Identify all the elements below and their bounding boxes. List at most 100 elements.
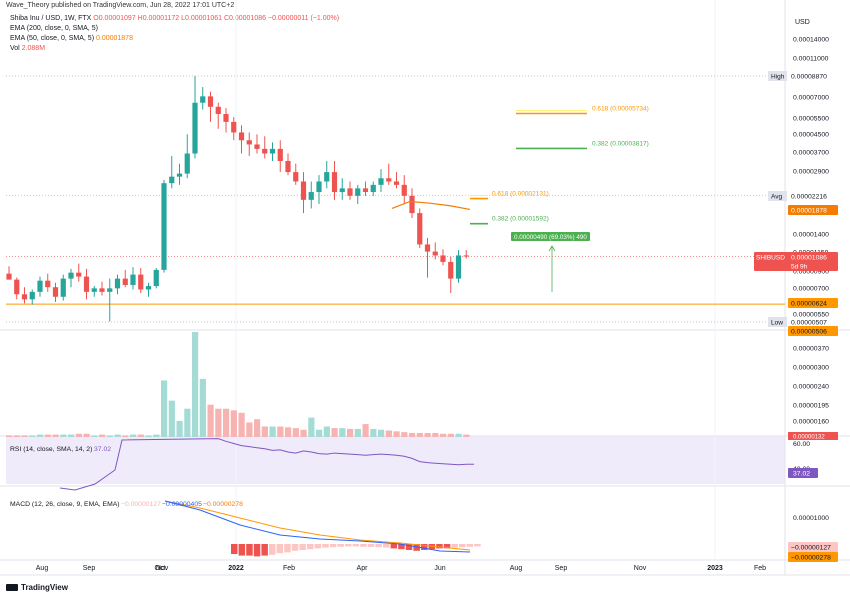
macd-histogram-bar bbox=[231, 544, 238, 554]
macd-tick: 0.00001000 bbox=[793, 515, 829, 522]
volume-bar bbox=[238, 412, 245, 437]
volume-bar bbox=[370, 428, 377, 437]
volume-bar bbox=[378, 429, 385, 437]
high-tag bbox=[788, 71, 838, 81]
volume-bar bbox=[223, 408, 230, 437]
time-tick: Oct bbox=[155, 565, 166, 572]
candle-body bbox=[14, 279, 20, 295]
vol-label: Vol bbox=[10, 45, 20, 52]
candle-body bbox=[440, 255, 446, 262]
volume-tag-value: 0.00000132 bbox=[793, 435, 825, 441]
macd-histogram-bar bbox=[466, 544, 474, 547]
candle-body bbox=[37, 280, 43, 292]
candle-body bbox=[200, 96, 206, 103]
candle-body bbox=[463, 255, 469, 257]
macd-histogram-bar bbox=[383, 544, 390, 548]
ohlc-open: O0.00001097 bbox=[93, 15, 136, 22]
volume-bar bbox=[184, 408, 191, 437]
time-tick: Aug bbox=[36, 565, 49, 572]
volume-bar bbox=[99, 434, 106, 437]
macd-value-value: −0.00000127 bbox=[791, 545, 831, 552]
time-tick: 2022 bbox=[228, 565, 244, 572]
candle-body bbox=[68, 272, 74, 279]
candle-body bbox=[409, 195, 415, 214]
candle-body bbox=[401, 184, 407, 196]
volume-bar bbox=[323, 426, 330, 437]
macd-histogram-bar bbox=[291, 544, 299, 551]
avg-label: Avg bbox=[771, 194, 782, 201]
candle-body bbox=[169, 176, 175, 184]
volume-bar bbox=[52, 434, 59, 437]
price-tick: 0.00001400 bbox=[793, 232, 829, 239]
candle-body bbox=[378, 178, 384, 185]
volume-bar bbox=[130, 434, 137, 437]
symbol-tag-box bbox=[754, 252, 838, 271]
candle-body bbox=[99, 288, 105, 292]
low-close-value: 0.00000506 bbox=[791, 329, 827, 336]
price-axis: USD 0.00014000 0.00011000 0.00007000 0.00005… bbox=[754, 19, 838, 562]
macd-legend-macd: −0.00000405 bbox=[162, 501, 202, 508]
macd-histogram-bar bbox=[238, 544, 246, 556]
volume-bar bbox=[122, 435, 129, 437]
volume-bar bbox=[277, 426, 284, 437]
fib-label: 0.382 (0.00003817) bbox=[592, 140, 649, 147]
ema50-tag bbox=[788, 205, 838, 215]
symbol-name[interactable]: Shiba Inu / USD, 1W, FTX bbox=[10, 15, 92, 22]
volume-tick: 0.00000370 bbox=[793, 346, 829, 353]
candle-body bbox=[60, 278, 66, 297]
candle-body bbox=[254, 144, 260, 149]
vol-row[interactable]: Vol 2.088M bbox=[10, 44, 339, 54]
volume-bar bbox=[168, 400, 175, 437]
high-label-box bbox=[768, 71, 787, 81]
macd-histogram-bar bbox=[443, 544, 451, 549]
macd-histogram-bar bbox=[314, 544, 322, 549]
time-tick: Aug bbox=[510, 565, 523, 572]
candle-body bbox=[223, 114, 229, 122]
macd-histogram-bar bbox=[451, 544, 458, 548]
candle-body bbox=[393, 181, 400, 185]
volume-bar bbox=[106, 435, 113, 437]
signal-value-tag bbox=[788, 552, 838, 562]
support-tag bbox=[788, 298, 838, 308]
time-tick: Feb bbox=[283, 565, 295, 572]
volume-bar bbox=[29, 435, 36, 437]
volume-bar bbox=[75, 433, 82, 437]
volume-bar bbox=[161, 380, 168, 437]
low-label: Low bbox=[771, 320, 783, 327]
brand-name: TradingView bbox=[21, 583, 68, 592]
candle-body bbox=[238, 132, 245, 141]
candle-body bbox=[432, 251, 438, 256]
macd-label: MACD (12, 26, close, 9, EMA, EMA) bbox=[10, 501, 120, 508]
volume-bar bbox=[416, 432, 423, 437]
macd-histogram-bar bbox=[246, 544, 253, 556]
time-tick: Jun bbox=[434, 565, 445, 572]
macd-histogram-bar bbox=[299, 544, 306, 550]
fib-label: 0.618 (0.00002131) bbox=[492, 191, 549, 198]
candle-body bbox=[455, 255, 462, 279]
macd-histogram-bar bbox=[398, 544, 405, 550]
symbol-tag: SHIBUSD bbox=[756, 255, 785, 262]
candle-body bbox=[215, 106, 221, 115]
ema200-label[interactable]: EMA (200, close, 0, SMA, 5) bbox=[10, 25, 98, 32]
volume-tick: 0.00000300 bbox=[793, 365, 829, 372]
volume-bar bbox=[21, 435, 28, 437]
volume-tag bbox=[788, 432, 838, 440]
volume-bar bbox=[440, 433, 447, 437]
macd-histogram-bar bbox=[405, 544, 413, 550]
time-tick: Nov bbox=[156, 565, 169, 572]
volume-bar bbox=[308, 417, 315, 437]
volume-bar bbox=[385, 430, 392, 437]
candle-body bbox=[355, 188, 361, 196]
volume-bar bbox=[176, 420, 183, 437]
time-tick: Nov bbox=[634, 565, 647, 572]
candle-body bbox=[424, 244, 431, 252]
price-tick: 0.00002900 bbox=[793, 169, 829, 176]
volume-bar bbox=[285, 427, 292, 437]
candle-body bbox=[231, 121, 237, 133]
volume-bar bbox=[6, 435, 13, 437]
macd-histogram-bar bbox=[375, 544, 382, 548]
volume-bar bbox=[230, 410, 237, 437]
ema50-row[interactable]: EMA (50, close, 0, SMA, 5) 0.00001878 bbox=[10, 34, 339, 44]
support-value: 0.00000624 bbox=[791, 301, 827, 308]
